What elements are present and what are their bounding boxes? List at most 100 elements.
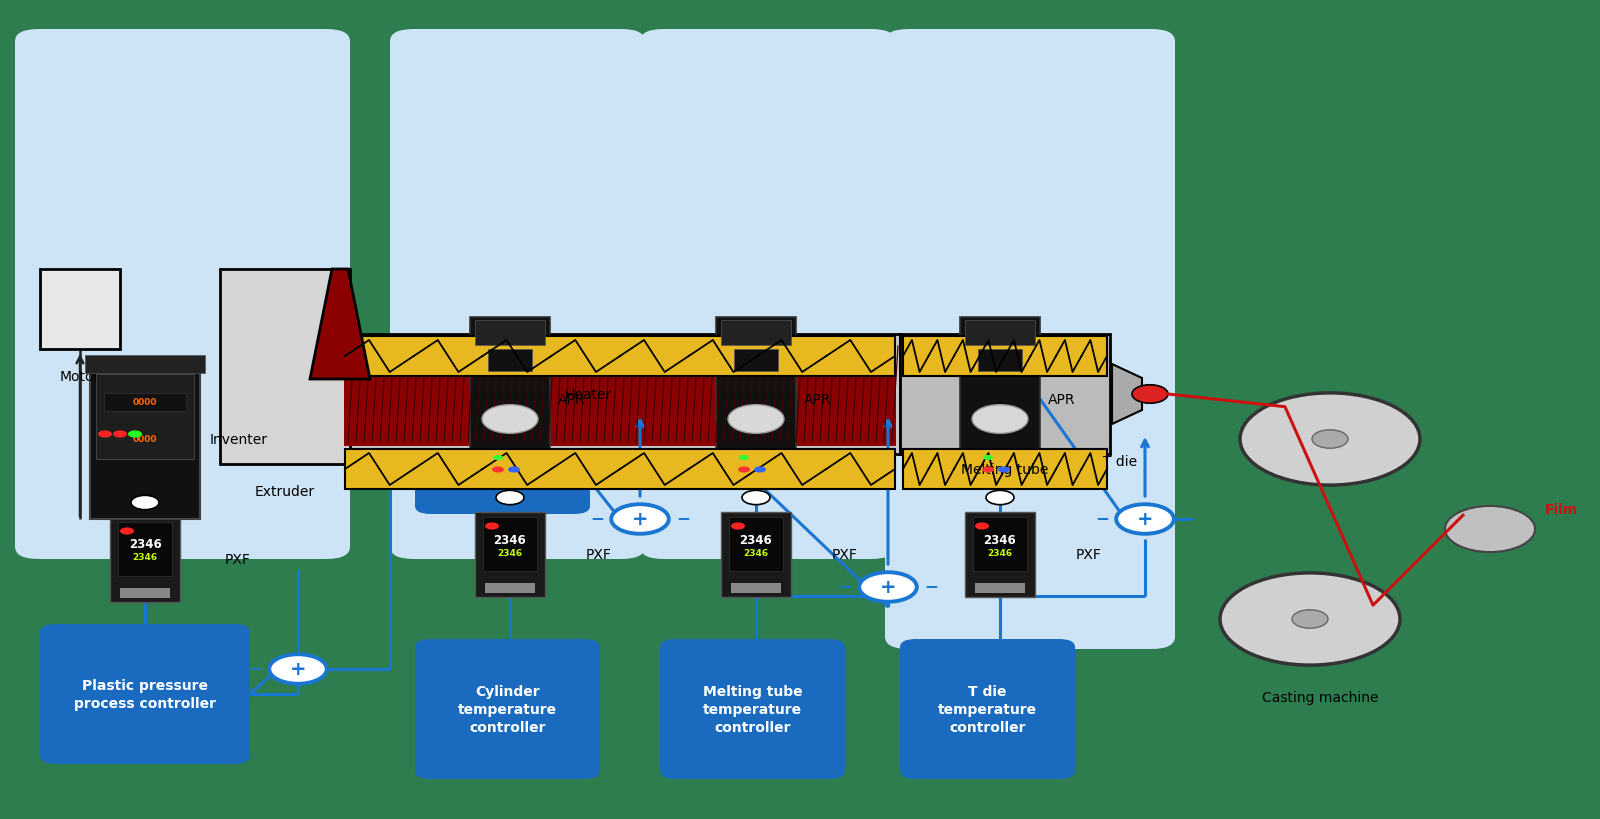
Text: 2346: 2346 — [494, 533, 526, 545]
Text: PXF: PXF — [226, 552, 251, 566]
Circle shape — [739, 455, 749, 460]
Circle shape — [738, 467, 750, 473]
Text: APR: APR — [1048, 392, 1075, 406]
FancyBboxPatch shape — [973, 518, 1027, 572]
Circle shape — [1445, 506, 1534, 552]
FancyBboxPatch shape — [110, 517, 179, 602]
Circle shape — [728, 405, 784, 434]
Text: 2346: 2346 — [744, 548, 768, 557]
FancyBboxPatch shape — [346, 337, 894, 377]
Text: Cylinder
temperature
controller: Cylinder temperature controller — [458, 684, 557, 735]
Circle shape — [982, 455, 994, 460]
Circle shape — [1312, 430, 1347, 449]
Circle shape — [1133, 385, 1168, 404]
Circle shape — [731, 523, 746, 530]
Text: −: − — [838, 577, 851, 595]
Circle shape — [485, 523, 499, 530]
Text: −: − — [677, 509, 690, 527]
Circle shape — [982, 467, 994, 473]
FancyBboxPatch shape — [715, 317, 795, 482]
FancyBboxPatch shape — [483, 518, 538, 572]
Text: −: − — [248, 658, 262, 676]
Text: +: + — [632, 509, 648, 528]
FancyBboxPatch shape — [960, 317, 1040, 482]
Text: T die: T die — [1102, 455, 1138, 468]
Text: Melting tube
temperature
controller: Melting tube temperature controller — [702, 684, 802, 735]
Circle shape — [1293, 610, 1328, 628]
FancyBboxPatch shape — [965, 512, 1035, 597]
FancyBboxPatch shape — [965, 320, 1035, 345]
Circle shape — [974, 523, 989, 530]
FancyBboxPatch shape — [661, 639, 845, 779]
FancyBboxPatch shape — [485, 583, 534, 593]
Polygon shape — [1112, 364, 1142, 424]
Text: 2346: 2346 — [498, 548, 523, 557]
Circle shape — [986, 491, 1014, 505]
Circle shape — [493, 467, 504, 473]
FancyBboxPatch shape — [730, 518, 782, 572]
Circle shape — [1221, 573, 1400, 665]
FancyBboxPatch shape — [90, 360, 200, 519]
Circle shape — [114, 431, 126, 438]
Circle shape — [269, 654, 326, 684]
Text: +: + — [1136, 509, 1154, 528]
FancyBboxPatch shape — [885, 30, 1174, 649]
FancyBboxPatch shape — [488, 350, 531, 372]
FancyBboxPatch shape — [899, 335, 1110, 455]
Circle shape — [1240, 393, 1421, 486]
Text: Casting machine: Casting machine — [1262, 690, 1378, 704]
FancyBboxPatch shape — [414, 450, 590, 514]
FancyBboxPatch shape — [978, 350, 1022, 372]
Circle shape — [1117, 505, 1174, 534]
FancyBboxPatch shape — [722, 512, 790, 597]
FancyBboxPatch shape — [221, 269, 350, 464]
Text: Film: Film — [1546, 502, 1578, 516]
Text: Melting tube: Melting tube — [962, 463, 1048, 477]
Text: Heating / Cooling control: Heating / Cooling control — [416, 475, 590, 488]
FancyBboxPatch shape — [390, 30, 645, 559]
Text: APR: APR — [803, 392, 832, 406]
Circle shape — [98, 431, 112, 438]
Circle shape — [131, 495, 158, 510]
FancyBboxPatch shape — [14, 30, 350, 559]
Text: +: + — [290, 658, 306, 678]
Circle shape — [493, 455, 502, 460]
Text: −: − — [334, 658, 349, 676]
FancyBboxPatch shape — [640, 30, 894, 559]
FancyBboxPatch shape — [118, 523, 173, 577]
FancyBboxPatch shape — [344, 342, 896, 446]
FancyBboxPatch shape — [120, 588, 170, 598]
Text: Inventer: Inventer — [210, 432, 269, 446]
Text: Motor: Motor — [59, 369, 101, 383]
Text: 2346: 2346 — [987, 548, 1013, 557]
Circle shape — [128, 431, 142, 438]
Circle shape — [859, 572, 917, 602]
Text: 0000: 0000 — [133, 398, 157, 407]
Text: 2346: 2346 — [984, 533, 1016, 545]
Text: 2346: 2346 — [739, 533, 773, 545]
Text: Heater: Heater — [565, 387, 613, 401]
Text: PXF: PXF — [832, 547, 858, 561]
FancyBboxPatch shape — [475, 512, 546, 597]
Text: +: + — [880, 577, 896, 596]
Circle shape — [509, 467, 520, 473]
Circle shape — [482, 405, 538, 434]
Circle shape — [973, 405, 1027, 434]
Text: 2346: 2346 — [128, 538, 162, 551]
FancyBboxPatch shape — [722, 320, 790, 345]
Text: PXF: PXF — [1075, 547, 1102, 561]
Text: 2346: 2346 — [133, 553, 157, 562]
Text: PXF: PXF — [586, 547, 611, 561]
FancyBboxPatch shape — [902, 337, 1107, 377]
Text: APR: APR — [558, 392, 586, 406]
FancyBboxPatch shape — [104, 393, 186, 411]
Text: −: − — [1094, 509, 1109, 527]
FancyBboxPatch shape — [346, 450, 894, 490]
Circle shape — [754, 467, 766, 473]
FancyBboxPatch shape — [899, 639, 1075, 779]
Text: −: − — [590, 509, 603, 527]
Circle shape — [611, 505, 669, 534]
FancyBboxPatch shape — [96, 374, 194, 459]
Text: Plastic pressure
process controller: Plastic pressure process controller — [74, 678, 216, 710]
FancyBboxPatch shape — [40, 624, 250, 764]
